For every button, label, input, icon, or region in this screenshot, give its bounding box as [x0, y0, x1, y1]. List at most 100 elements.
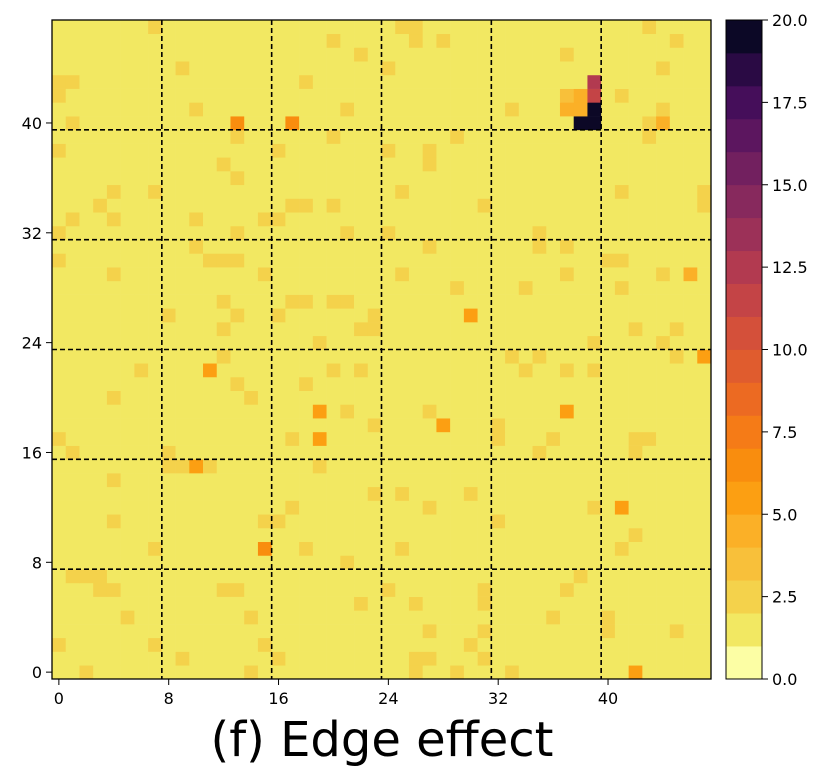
heatmap-cell — [271, 198, 286, 213]
heatmap-cell — [189, 129, 204, 144]
heatmap-cell — [669, 651, 684, 666]
heatmap-cell — [120, 88, 135, 103]
heatmap-cell — [203, 212, 218, 227]
heatmap-cell — [326, 582, 341, 597]
heatmap-cell — [463, 33, 478, 48]
heatmap-cell — [601, 349, 616, 364]
heatmap-cell — [642, 280, 657, 295]
heatmap-cell — [79, 20, 94, 35]
heatmap-cell — [340, 88, 355, 103]
heatmap-cell — [601, 184, 616, 199]
heatmap-cell — [134, 665, 149, 680]
heatmap-cell — [340, 514, 355, 529]
heatmap-cell — [559, 431, 575, 446]
heatmap-cell — [120, 431, 135, 446]
heatmap-cell — [532, 459, 547, 474]
heatmap-cell — [79, 431, 94, 446]
heatmap-cell — [642, 555, 657, 570]
heatmap-cell — [175, 74, 190, 89]
heatmap-cell — [52, 473, 67, 488]
heatmap-cell — [79, 349, 94, 364]
heatmap-cell — [354, 445, 369, 460]
heatmap-cell — [203, 555, 218, 570]
heatmap-cell — [656, 459, 671, 474]
heatmap-cell — [491, 569, 506, 584]
heatmap-cell — [697, 267, 712, 282]
heatmap-cell — [656, 665, 671, 680]
heatmap-cell — [642, 459, 657, 474]
heatmap-cell — [395, 363, 410, 378]
heatmap-cell — [436, 404, 451, 419]
heatmap-cell — [477, 514, 492, 529]
heatmap-cell — [532, 267, 547, 282]
heatmap-cell — [244, 225, 259, 240]
heatmap-cell — [285, 569, 300, 584]
x-tick-label: 24 — [378, 689, 398, 708]
heatmap-cell — [381, 198, 396, 213]
heatmap-cell — [463, 198, 478, 213]
heatmap-cell — [628, 74, 643, 89]
heatmap-cell — [79, 473, 94, 488]
heatmap-cell — [93, 651, 108, 666]
heatmap-cell — [106, 431, 121, 446]
heatmap-cell — [532, 514, 547, 529]
heatmap-cell — [395, 596, 410, 611]
heatmap-cell — [354, 527, 369, 543]
heatmap-cell — [450, 418, 465, 433]
heatmap-cell — [230, 624, 245, 639]
heatmap-cell — [354, 116, 369, 131]
heatmap-cell — [505, 267, 520, 282]
heatmap-cell — [340, 404, 355, 419]
heatmap-cell — [669, 459, 684, 474]
heatmap-cell — [148, 445, 163, 460]
heatmap-cell — [340, 143, 355, 158]
heatmap-cell — [436, 555, 451, 570]
heatmap-cell — [408, 596, 423, 611]
heatmap-cell — [106, 184, 121, 199]
heatmap-cell — [614, 74, 629, 89]
heatmap-cell — [93, 253, 108, 268]
heatmap-cell — [395, 541, 410, 556]
heatmap-cell — [614, 102, 629, 117]
heatmap-cell — [93, 33, 108, 48]
heatmap-cell — [285, 171, 300, 186]
heatmap-cell — [367, 596, 382, 611]
heatmap-cell — [161, 651, 176, 666]
heatmap-cell — [134, 20, 149, 35]
colorbar-tick-label: 2.5 — [772, 588, 797, 607]
heatmap-cell — [244, 555, 259, 570]
heatmap-cell — [285, 376, 300, 391]
heatmap-cell — [408, 390, 423, 405]
heatmap-cell — [656, 473, 671, 488]
heatmap-cell — [518, 431, 533, 446]
heatmap-cell — [120, 514, 135, 529]
heatmap-cell — [505, 198, 520, 213]
heatmap-cell — [65, 322, 80, 337]
heatmap-cell — [340, 335, 355, 350]
heatmap-cell — [656, 349, 671, 364]
colorbar-segment — [726, 580, 762, 614]
heatmap-cell — [230, 541, 245, 556]
heatmap-cell — [450, 335, 465, 350]
heatmap-cell — [422, 486, 437, 501]
heatmap-cell — [203, 418, 218, 433]
heatmap-cell — [271, 527, 286, 543]
heatmap-cell — [367, 445, 382, 460]
heatmap-cell — [175, 514, 190, 529]
heatmap-cell — [532, 569, 547, 584]
heatmap-cell — [450, 541, 465, 556]
heatmap-cell — [505, 445, 520, 460]
heatmap-cell — [189, 33, 204, 48]
heatmap-cell — [134, 294, 149, 309]
heatmap-cell — [216, 431, 231, 446]
y-tick-label: 24 — [22, 334, 42, 353]
heatmap-cell — [79, 610, 94, 625]
heatmap-cell — [656, 527, 671, 543]
heatmap-cell — [285, 102, 300, 117]
heatmap-cell — [477, 500, 492, 515]
heatmap-cell — [642, 74, 657, 89]
heatmap-cell — [656, 651, 671, 666]
heatmap-cell — [669, 514, 684, 529]
heatmap-cell — [216, 225, 231, 240]
heatmap-cell — [148, 253, 163, 268]
